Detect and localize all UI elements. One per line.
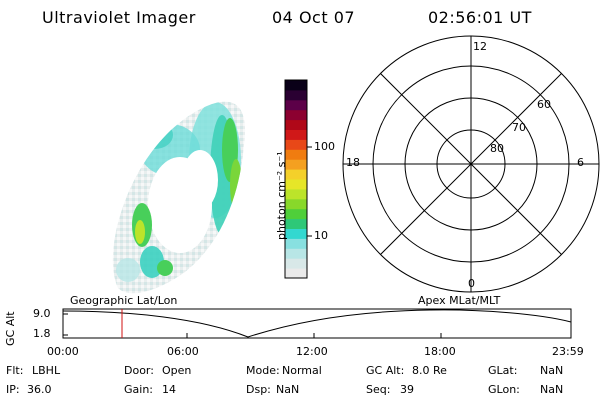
polar-diagonal-2 (380, 73, 562, 255)
glat-label: GLat: (488, 364, 518, 377)
gc-alt-value: 8.0 Re (412, 364, 447, 377)
colorbar-segment (285, 169, 307, 180)
polar-grid (342, 35, 600, 293)
gc-altitude-curve (62, 309, 572, 338)
glon-label: GLon: (488, 383, 520, 396)
gain-label: Gain: (124, 383, 153, 396)
colorbar-segment (285, 119, 307, 130)
timeline-x-tick-1200: 12:00 (296, 345, 328, 358)
colorbar-segment (285, 228, 307, 239)
timeline-y-tick-1.8: 1.8 (33, 327, 51, 340)
colorbar-label-10: 10 (314, 229, 328, 242)
polar-ring-label-70: 70 (512, 121, 526, 134)
colorbar-segment (285, 258, 307, 269)
colorbar-label-100: 100 (314, 140, 335, 153)
polar-label-6: 6 (577, 156, 584, 169)
polar-label-18: 18 (346, 156, 360, 169)
colorbar-segment (285, 268, 307, 279)
mode-label: Mode: (246, 364, 280, 377)
colorbar-segment (285, 248, 307, 259)
timeline-y-axis-label: GC Alt (4, 311, 17, 346)
colorbar-unit-label: photon cm⁻² s⁻¹ (275, 151, 288, 240)
colorbar-segment (285, 80, 307, 91)
colorbar-segment (285, 139, 307, 150)
door-value: Open (162, 364, 192, 377)
date-label: 04 Oct 07 (272, 8, 356, 27)
polar-label-0: 0 (468, 277, 475, 290)
colorbar-segment (285, 129, 307, 140)
gain-value: 14 (162, 383, 176, 396)
polar-ring-label-80: 80 (490, 142, 504, 155)
timeline-x-tick-0600: 06:00 (167, 345, 199, 358)
colorbar-segment (285, 179, 307, 190)
ip-label: IP: (6, 383, 20, 396)
colorbar-segment (285, 99, 307, 111)
colorbar-segment (285, 198, 307, 210)
timeline-frame (62, 308, 572, 339)
timeline-x-tick-2359: 23:59 (552, 345, 584, 358)
timeline-x-tick-0000: 00:00 (47, 345, 79, 358)
colorbar-segment (285, 238, 307, 249)
color-scale-bar (285, 80, 307, 279)
time-label: 02:56:01 UT (428, 8, 532, 27)
colorbar-segment (285, 109, 307, 121)
polar-ring-label-60: 60 (537, 98, 551, 111)
polar-label-12: 12 (473, 40, 487, 53)
colorbar-segment (285, 188, 307, 200)
colorbar-segment (285, 149, 307, 160)
auroral-oval (112, 101, 246, 294)
colorbar-segment (285, 89, 307, 101)
colorbar-segment (285, 208, 307, 220)
glon-value: NaN (540, 383, 564, 396)
ip-value: 36.0 (27, 383, 52, 396)
dsp-label: Dsp: (246, 383, 271, 396)
glat-value: NaN (540, 364, 564, 377)
color-scale-frame (284, 79, 308, 279)
timeline-y-tick-9: 9.0 (33, 307, 51, 320)
dsp-value: NaN (276, 383, 300, 396)
seq-label: Seq: (366, 383, 391, 396)
colorbar-segment (285, 159, 307, 170)
gc-alt-label: GC Alt: (366, 364, 405, 377)
flt-value: LBHL (32, 364, 61, 377)
timeline-left-title: Geographic Lat/Lon (70, 294, 178, 307)
door-label: Door: (124, 364, 154, 377)
timeline-right-title: Apex MLat/MLT (418, 294, 501, 307)
seq-value: 39 (400, 383, 414, 396)
instrument-title: Ultraviolet Imager (42, 8, 196, 27)
timeline-x-tick-1800: 18:00 (424, 345, 456, 358)
mode-value: Normal (282, 364, 322, 377)
flt-label: Flt: (6, 364, 24, 377)
colorbar-segment (285, 218, 307, 229)
